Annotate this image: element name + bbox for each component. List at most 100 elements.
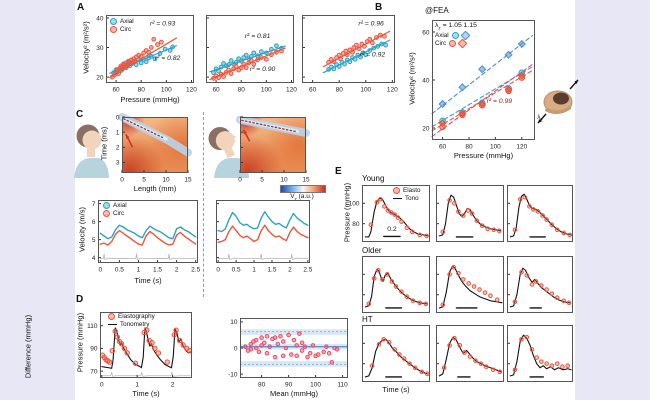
svg-text:70: 70 <box>90 368 98 375</box>
svg-text:100: 100 <box>349 201 360 208</box>
svg-text:120: 120 <box>516 144 527 151</box>
plot-a1-velocity-vs-pressure: 60 80 100 120 20 30 40 r² = 0.93 r² = 0.82 <box>96 15 197 94</box>
panel-d-label: D <box>76 294 84 305</box>
artery-cylinder-icon <box>537 79 579 124</box>
bland-altman-ylabel: Difference (mmHg) <box>23 314 33 379</box>
plot-e-older-3 <box>507 256 573 313</box>
svg-text:120: 120 <box>387 87 398 94</box>
plot-velocity-neutral: 0 0.5 1 1.5 2 2.5 4 5 6 7 <box>92 200 201 274</box>
svg-text:4: 4 <box>92 255 96 262</box>
legend-row: Circ <box>435 38 477 49</box>
row-label-ht: HT <box>362 315 373 324</box>
svg-text:100: 100 <box>490 144 501 151</box>
panel-a-ylabel: Velocity² (m²/s²) <box>81 21 91 74</box>
svg-text:90: 90 <box>90 346 98 353</box>
svg-text:2: 2 <box>288 267 292 274</box>
plot-bland-altman: 80 90 100 110 -10 0 10 <box>228 318 348 389</box>
vz-colorbar <box>280 185 326 193</box>
svg-text:80: 80 <box>138 87 146 94</box>
cylinder-lambda-label: λz <box>537 114 543 123</box>
heatmap-xlabel: Length (mm) <box>133 184 177 193</box>
svg-text:40: 40 <box>422 77 430 84</box>
svg-text:3: 3 <box>116 160 120 167</box>
plot-e-ht-3 <box>507 325 573 382</box>
legend-row: Tonometry <box>108 321 155 328</box>
plot-a3-velocity-vs-pressure: 60 80 100 120 r² = 0.96 r² = 0.92 <box>302 15 398 94</box>
panel-c-label: C <box>76 109 84 120</box>
svg-text:2: 2 <box>171 382 175 389</box>
panel-d-xlabel: Time (s) <box>132 389 160 398</box>
svg-text:0: 0 <box>120 177 124 184</box>
svg-text:100: 100 <box>161 87 172 94</box>
legend-row: Circ <box>103 210 127 217</box>
svg-text:80: 80 <box>465 144 473 151</box>
svg-text:20: 20 <box>96 74 104 81</box>
plot-a1-legend: Axial Circ <box>110 18 134 33</box>
panel-b-label: B <box>375 2 383 13</box>
bland-altman-xlabel: Mean (mmHg) <box>270 389 318 398</box>
legend-row: Circ <box>110 26 134 33</box>
plot-b-legend: λz = 1.05 1.15 Axial Circ <box>435 22 477 49</box>
plot-velocity-legend: Axial Circ <box>103 202 127 217</box>
svg-text:100: 100 <box>360 87 371 94</box>
svg-text:5: 5 <box>92 237 96 244</box>
plot-e-older-2 <box>436 256 504 313</box>
svg-text:10: 10 <box>162 177 170 184</box>
svg-text:100: 100 <box>310 382 321 389</box>
figure-canvas: A Velocity² (m²/s²) 60 80 100 120 20 30 40 r² =… <box>24 0 579 400</box>
plot-d-legend: Elastography Tonometry <box>108 313 155 328</box>
svg-text:80: 80 <box>336 87 344 94</box>
panel-b-ylabel: Velocity² (m²/s²) <box>407 52 417 105</box>
plot-e-young-1: 80 100 0.2 <box>349 185 430 242</box>
heatmap-tilted-wave: 0 5 10 15 <box>236 115 310 184</box>
heatmap-ylabel: Time (ms) <box>99 126 109 161</box>
svg-text:10: 10 <box>230 319 238 326</box>
svg-text:40: 40 <box>96 15 104 22</box>
row-label-older: Older <box>362 246 382 255</box>
svg-text:15: 15 <box>302 177 310 184</box>
plot-d-pressure-vs-time: 0 1 2 70 90 110 <box>87 312 193 389</box>
plot-b-fea-velocity-vs-pressure: 60 80 100 120 20 40 60 r² = 0.99 <box>422 20 535 151</box>
svg-text:0: 0 <box>216 267 220 274</box>
svg-text:r² = 0.92: r² = 0.92 <box>360 51 386 58</box>
svg-text:0.2: 0.2 <box>387 226 397 233</box>
svg-text:1: 1 <box>116 129 120 136</box>
svg-text:-10: -10 <box>228 371 238 378</box>
plot-a2-velocity-vs-pressure: 60 80 100 120 r² = 0.81 r² = 0.90 <box>206 15 297 94</box>
legend-row: Axial <box>103 202 127 209</box>
svg-text:1: 1 <box>252 267 256 274</box>
svg-text:6: 6 <box>92 219 96 226</box>
panel-e-label: E <box>335 166 342 177</box>
svg-text:100: 100 <box>261 87 272 94</box>
svg-text:1.5: 1.5 <box>153 267 162 274</box>
heatmap-neutral-wave: 0 5 10 15 0 1 2 3 <box>116 113 192 184</box>
svg-text:0: 0 <box>238 177 242 184</box>
svg-text:r² = 0.90: r² = 0.90 <box>250 66 276 73</box>
svg-text:60: 60 <box>309 87 317 94</box>
vz-colorbar-label: Vz (a.u.) <box>290 193 314 202</box>
legend-row: Axial <box>435 30 477 41</box>
svg-text:10: 10 <box>280 177 288 184</box>
svg-text:r² = 0.93: r² = 0.93 <box>150 20 176 27</box>
svg-text:r² = 0.81: r² = 0.81 <box>245 33 271 40</box>
svg-text:r² = 0.99: r² = 0.99 <box>487 98 513 105</box>
head-neutral-icon <box>74 124 109 178</box>
svg-text:2.5: 2.5 <box>303 267 312 274</box>
svg-text:80: 80 <box>352 221 360 228</box>
svg-text:5: 5 <box>142 177 146 184</box>
svg-text:60: 60 <box>212 87 220 94</box>
svg-text:2: 2 <box>175 267 179 274</box>
svg-text:90: 90 <box>285 382 293 389</box>
svg-text:80: 80 <box>258 382 266 389</box>
svg-text:0: 0 <box>116 114 120 121</box>
svg-text:7: 7 <box>92 201 96 208</box>
condition-divider <box>203 112 204 297</box>
svg-text:60: 60 <box>422 29 430 36</box>
row-label-young: Young <box>362 174 385 183</box>
svg-text:2: 2 <box>116 145 120 152</box>
plot-e-legend: Elasto Tono <box>393 187 421 202</box>
svg-text:110: 110 <box>337 382 348 389</box>
legend-row: Elastography <box>108 313 155 320</box>
panel-a-xlabel: Pressure (mmHg) <box>120 95 180 104</box>
